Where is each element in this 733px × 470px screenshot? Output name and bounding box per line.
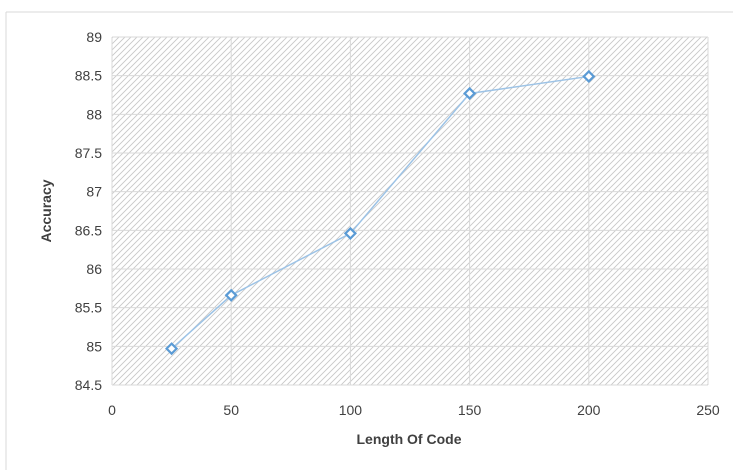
y-tick-label: 87.5 [75, 145, 102, 161]
x-tick-label: 100 [339, 402, 363, 418]
series-group [165, 69, 596, 356]
x-axis-title: Length Of Code [357, 431, 462, 447]
data-point-marker [224, 288, 238, 302]
y-tick-label: 85.5 [75, 300, 102, 316]
y-axis: 84.5 85 85.5 86 86.5 87 87.5 88 88.5 89 [75, 29, 102, 393]
data-point-marker [582, 69, 596, 83]
grid-lines [111, 36, 709, 386]
x-tick-label: 150 [458, 402, 482, 418]
y-tick-label: 88 [86, 106, 102, 122]
x-tick-label: 50 [223, 402, 239, 418]
y-tick-label: 85 [86, 338, 102, 354]
data-point-marker [343, 226, 357, 240]
data-point-marker [165, 342, 179, 356]
y-axis-title: Accuracy [38, 179, 54, 242]
x-tick-label: 0 [108, 402, 116, 418]
x-tick-label: 200 [577, 402, 601, 418]
y-tick-label: 86.5 [75, 222, 102, 238]
x-axis: 0 50 100 150 200 250 [108, 402, 720, 418]
plot-area [112, 37, 708, 385]
y-tick-label: 84.5 [75, 377, 102, 393]
y-tick-label: 86 [86, 261, 102, 277]
y-tick-label: 87 [86, 184, 102, 200]
y-tick-label: 88.5 [75, 68, 102, 84]
data-point-marker [463, 86, 477, 101]
y-tick-label: 89 [86, 29, 102, 45]
x-tick-label: 250 [696, 402, 720, 418]
